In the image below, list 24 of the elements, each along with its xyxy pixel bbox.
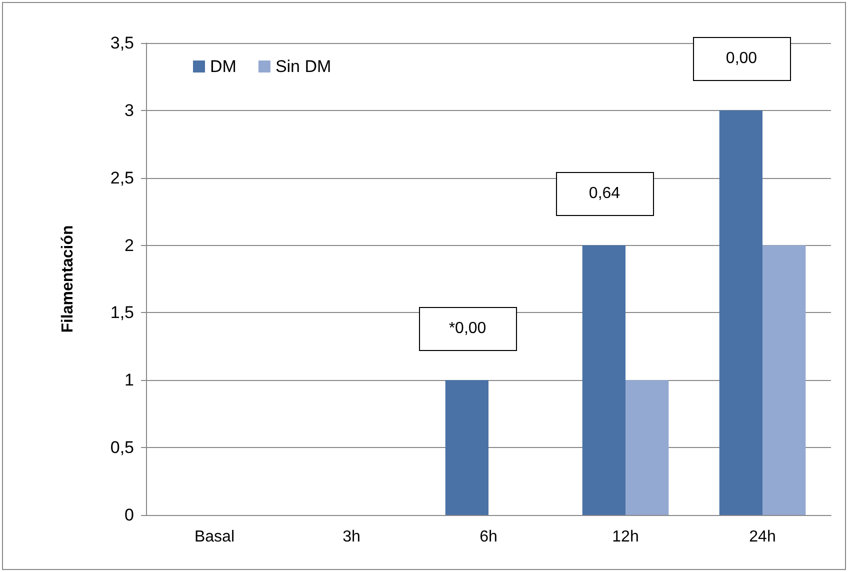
y-tick-label: 0 [124,506,134,524]
y-tick-label: 0,5 [110,438,134,458]
y-tick-label: 1,5 [110,303,134,322]
x-tick-label: 12h [612,528,639,546]
x-tick-label: 24h [749,528,776,546]
bar [719,110,762,515]
legend-label: DM [210,57,236,76]
label-box: *0,00 [418,307,516,352]
label-box: 0,00 [692,37,790,82]
bar [445,380,488,515]
y-tick-label: 3,5 [110,34,134,52]
bar [582,245,626,515]
legend-label: Sin DM [275,57,332,76]
x-tick-label: 6h [480,528,498,546]
y-tick-label: 3 [124,100,134,120]
y-tick-label: 2 [124,236,134,255]
label-box: 0,64 [556,172,654,216]
y-axis-title: Filamentación [60,225,76,333]
bar [626,380,669,515]
bar [762,245,806,515]
x-tick-label: 3h [342,528,360,546]
x-tick-label: Basal [194,528,235,546]
y-tick-label: 1 [124,370,134,390]
y-tick-label: 2,5 [110,168,134,188]
